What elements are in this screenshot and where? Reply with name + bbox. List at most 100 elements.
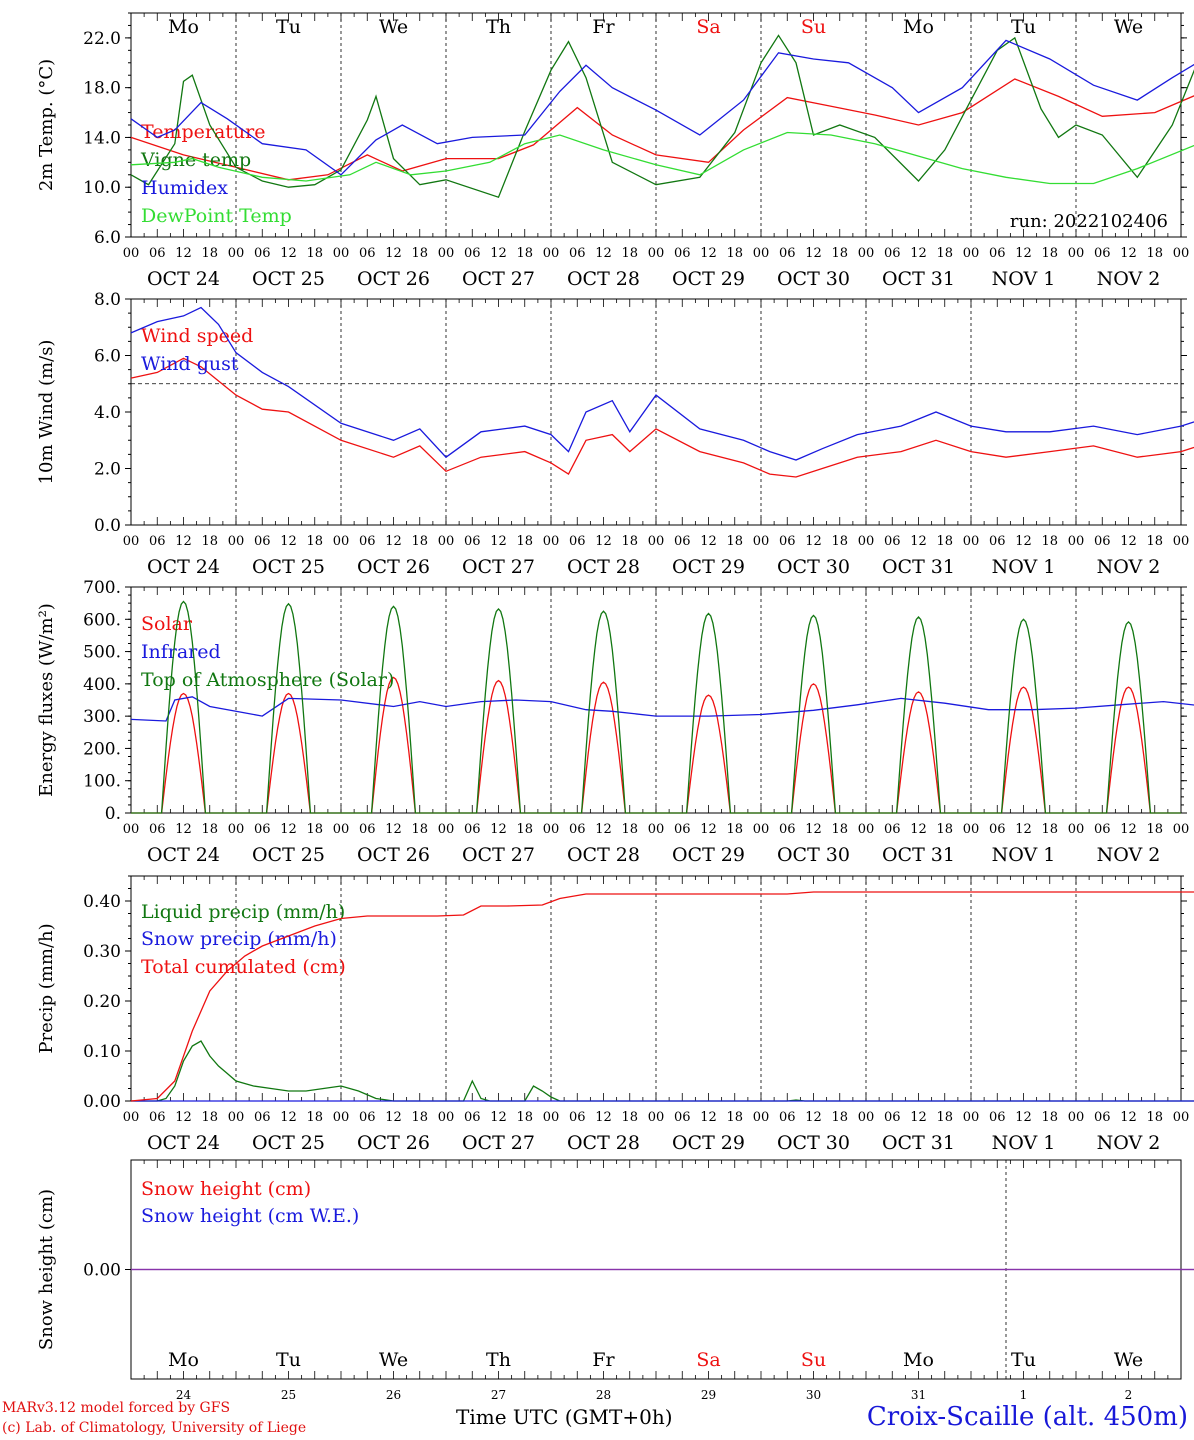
hour-tick-label: 06: [1094, 1110, 1111, 1125]
y-tick-label: 600.: [83, 610, 121, 630]
hour-tick-label: 00: [438, 822, 455, 837]
series-line-dewpoint-temp: [130, 131, 1194, 185]
hour-tick-label: 18: [306, 246, 323, 261]
hour-tick-label: 06: [989, 246, 1006, 261]
legend-label: Snow precip (mm/h): [141, 928, 337, 950]
date-label: OCT 31: [882, 844, 955, 866]
hour-tick-label: 12: [490, 1110, 507, 1125]
hour-tick-label: 18: [621, 822, 638, 837]
hour-tick-label: 12: [1120, 534, 1137, 549]
day-number-label: 30: [806, 1388, 821, 1402]
day-name-label: Sa: [696, 16, 720, 38]
date-label: OCT 28: [567, 1132, 640, 1154]
hour-tick-label: 06: [779, 822, 796, 837]
date-label: OCT 26: [357, 556, 430, 578]
date-label: NOV 2: [1097, 268, 1161, 290]
hour-tick-label: 12: [700, 822, 717, 837]
run-annotation: run: 2022102406: [1010, 211, 1168, 232]
hour-tick-label: 06: [779, 1110, 796, 1125]
hour-tick-label: 12: [175, 822, 192, 837]
day-name-label: We: [1114, 1349, 1143, 1371]
date-label: NOV 1: [992, 844, 1056, 866]
hour-tick-label: 18: [306, 1110, 323, 1125]
hour-tick-label: 00: [333, 822, 350, 837]
hour-tick-label: 18: [726, 534, 743, 549]
hour-tick-label: 00: [543, 822, 560, 837]
hour-tick-label: 12: [490, 246, 507, 261]
y-tick-label: 0.20: [83, 992, 121, 1012]
day-number-label: 28: [596, 1388, 611, 1402]
hour-tick-label: 06: [674, 822, 691, 837]
hour-tick-label: 00: [858, 534, 875, 549]
hour-tick-label: 18: [831, 1110, 848, 1125]
hour-tick-label: 06: [569, 246, 586, 261]
hour-tick-label: 00: [1068, 822, 1085, 837]
day-name-label: Mo: [168, 1349, 199, 1371]
hour-tick-label: 06: [254, 822, 271, 837]
date-label: OCT 28: [567, 268, 640, 290]
y-tick-label: 0.0: [94, 516, 121, 536]
hour-tick-label: 12: [700, 1110, 717, 1125]
day-number-label: 27: [491, 1388, 506, 1402]
hour-tick-label: 00: [963, 822, 980, 837]
hour-tick-label: 00: [648, 822, 665, 837]
hour-tick-label: 12: [385, 246, 402, 261]
legend-label: Snow height (cm W.E.): [141, 1205, 359, 1227]
hour-tick-label: 00: [333, 246, 350, 261]
hour-tick-label: 00: [1173, 1110, 1190, 1125]
hour-tick-label: 06: [464, 246, 481, 261]
series-line-wind-gust: [130, 306, 1194, 461]
hour-tick-label: 00: [648, 246, 665, 261]
hour-tick-label: 12: [280, 534, 297, 549]
hour-tick-label: 00: [963, 246, 980, 261]
hour-tick-label: 12: [280, 246, 297, 261]
hour-tick-label: 18: [621, 1110, 638, 1125]
y-tick-label: 18.0: [83, 79, 121, 99]
date-label: OCT 24: [147, 1132, 220, 1154]
hour-tick-label: 18: [306, 822, 323, 837]
hour-tick-label: 00: [753, 1110, 770, 1125]
hour-tick-label: 18: [201, 1110, 218, 1125]
day-name-label: We: [1114, 16, 1143, 38]
hour-tick-label: 12: [385, 534, 402, 549]
hour-tick-label: 06: [464, 534, 481, 549]
model-credit: MARv3.12 model forced by GFS: [2, 1400, 231, 1416]
series-line-liquid-precip-mm-h-: [131, 1040, 1194, 1102]
x-axis-title: Time UTC (GMT+0h): [456, 1405, 673, 1429]
hour-tick-label: 06: [884, 1110, 901, 1125]
day-name-label: Mo: [903, 1349, 934, 1371]
hour-tick-label: 06: [149, 1110, 166, 1125]
hour-tick-label: 06: [359, 246, 376, 261]
hour-tick-label: 06: [779, 246, 796, 261]
series-line-humidex: [130, 39, 1194, 176]
day-number-label: 2: [1125, 1388, 1133, 1402]
hour-tick-label: 12: [1120, 822, 1137, 837]
hour-tick-label: 06: [989, 534, 1006, 549]
y-tick-label: 0.00: [83, 1261, 121, 1281]
hour-tick-label: 18: [1041, 534, 1058, 549]
day-number-label: 26: [386, 1388, 401, 1402]
y-axis-title: Energy fluxes (W/m²): [36, 603, 57, 797]
hour-tick-label: 12: [1120, 246, 1137, 261]
hour-tick-label: 00: [123, 534, 140, 549]
legend-label: Wind gust: [141, 353, 239, 375]
hour-tick-label: 06: [1094, 822, 1111, 837]
hour-tick-label: 18: [621, 534, 638, 549]
hour-tick-label: 00: [1173, 822, 1190, 837]
hour-tick-label: 06: [569, 1110, 586, 1125]
hour-tick-label: 06: [254, 1110, 271, 1125]
day-name-label: Sa: [696, 1349, 720, 1371]
hour-tick-label: 12: [1015, 246, 1032, 261]
day-name-label: Tu: [1011, 1349, 1036, 1371]
date-label: OCT 27: [462, 844, 535, 866]
date-label: OCT 30: [777, 1132, 850, 1154]
day-name-label: Mo: [168, 16, 199, 38]
day-number-label: 24: [176, 1388, 192, 1402]
date-label: OCT 26: [357, 844, 430, 866]
day-number-label: 25: [281, 1388, 296, 1402]
hour-tick-label: 06: [884, 822, 901, 837]
date-label: OCT 25: [252, 844, 325, 866]
hour-tick-label: 18: [516, 534, 533, 549]
hour-tick-label: 06: [674, 1110, 691, 1125]
date-label: OCT 25: [252, 268, 325, 290]
